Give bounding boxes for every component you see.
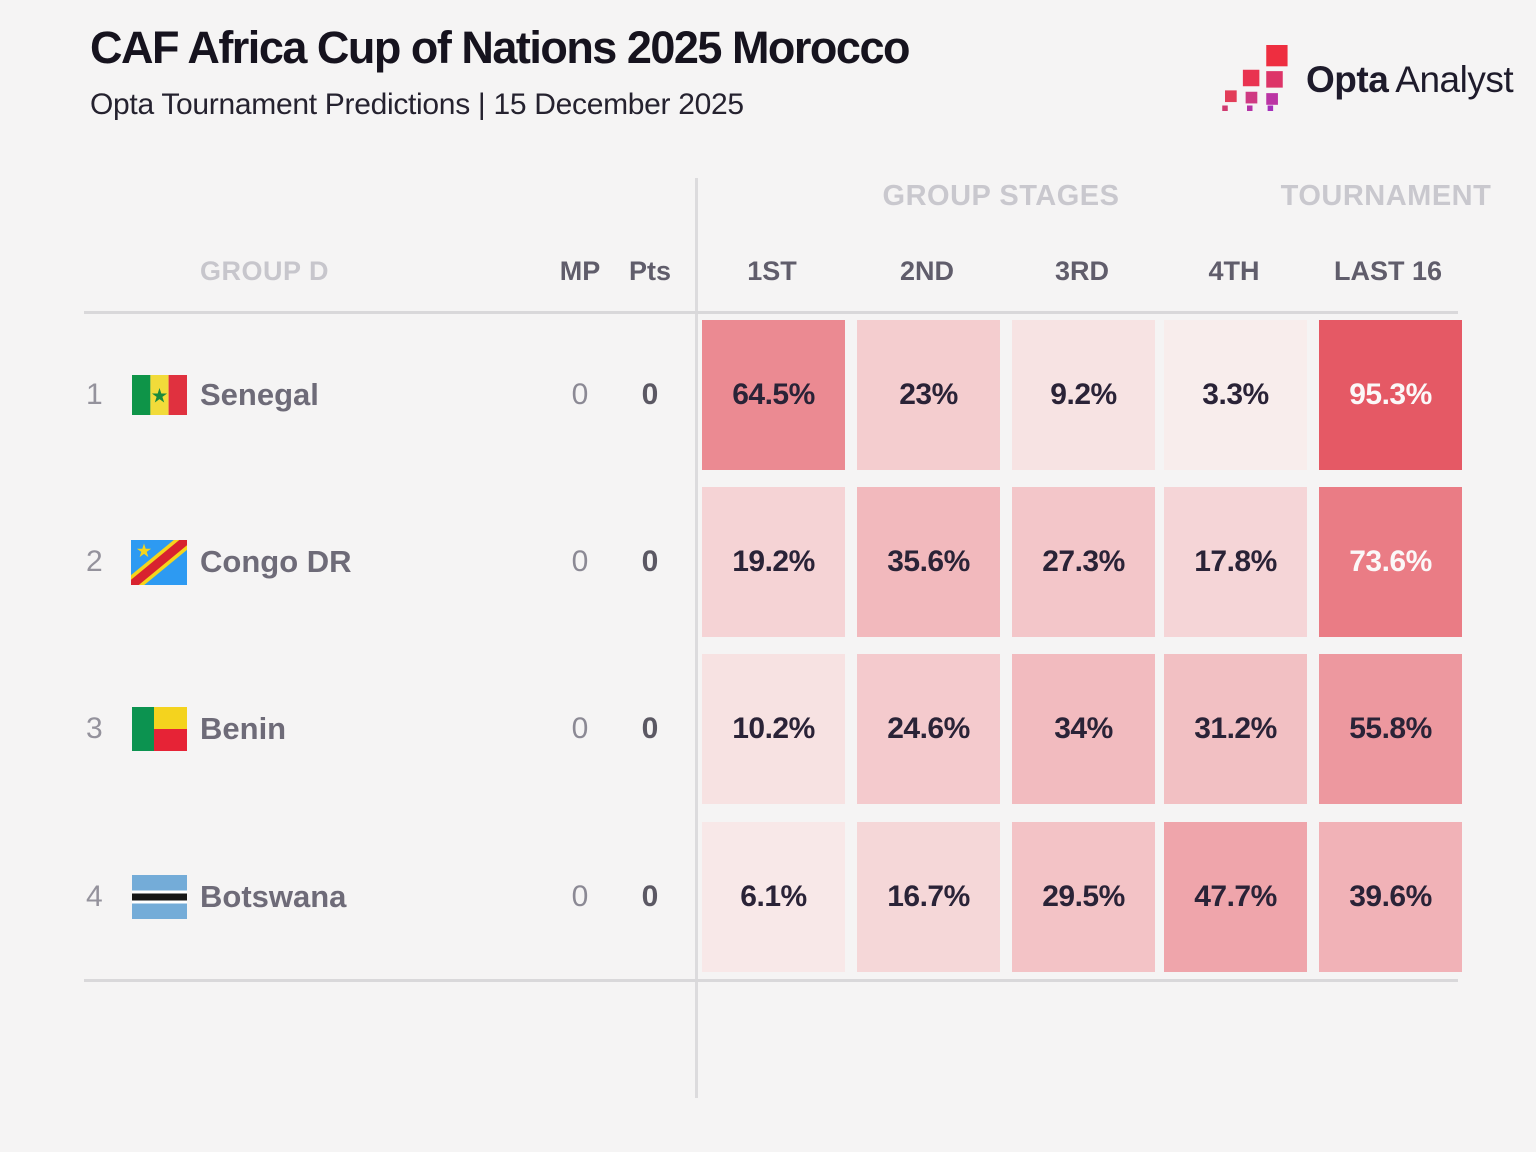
heat-cell-value: 24.6% — [887, 712, 970, 745]
heat-cell-value: 73.6% — [1349, 545, 1432, 578]
heat-cell-value: 10.2% — [732, 712, 815, 745]
heat-cell-value: 95.3% — [1349, 378, 1432, 411]
heat-cell: 34% — [1012, 654, 1155, 804]
heat-cell: 55.8% — [1319, 654, 1462, 804]
congo-dr-flag — [130, 487, 188, 637]
mp-value: 0 — [571, 545, 589, 578]
heat-cell-value: 27.3% — [1042, 545, 1125, 578]
section-header-tournament: TOURNAMENT — [1280, 179, 1492, 212]
column-header-group: GROUP D — [200, 255, 330, 286]
team-name: Senegal — [200, 377, 319, 412]
row-position: 2 — [86, 545, 103, 578]
column-header-4th: 4TH — [1208, 255, 1260, 286]
row-position: 1 — [86, 378, 103, 411]
heat-cell-value: 34% — [1054, 712, 1113, 745]
page-subtitle: Opta Tournament Predictions | 15 Decembe… — [90, 88, 744, 121]
mp-value: 0 — [571, 712, 589, 745]
heat-cell: 64.5% — [702, 320, 845, 470]
heat-cell: 19.2% — [702, 487, 845, 637]
heat-cell-value: 64.5% — [732, 378, 815, 411]
opta-analyst-logo: Opta Analyst — [1222, 44, 1514, 112]
mp-value: 0 — [571, 378, 589, 411]
heat-cell-value: 39.6% — [1349, 880, 1432, 913]
mp-value: 0 — [571, 880, 589, 913]
heat-cell-value: 19.2% — [732, 545, 815, 578]
pts-value: 0 — [641, 880, 659, 913]
heat-cell-value: 47.7% — [1194, 880, 1277, 913]
page-title: CAF Africa Cup of Nations 2025 Morocco — [90, 22, 910, 73]
heat-cell: 9.2% — [1012, 320, 1155, 470]
heat-cell: 31.2% — [1164, 654, 1307, 804]
section-header-group-stages: GROUP STAGES — [882, 179, 1120, 212]
benin-flag — [130, 654, 188, 804]
heat-cell: 24.6% — [857, 654, 1000, 804]
column-header-2nd: 2ND — [899, 255, 954, 286]
botswana-flag — [130, 822, 188, 972]
opta-logo-icon — [1222, 44, 1294, 116]
table-top-rule — [84, 311, 1458, 314]
heat-cell: 35.6% — [857, 487, 1000, 637]
row-position: 4 — [86, 880, 103, 913]
heat-cell: 29.5% — [1012, 822, 1155, 972]
heat-cell: 10.2% — [702, 654, 845, 804]
table-bottom-rule — [84, 979, 1458, 982]
heat-cell-value: 23% — [899, 378, 958, 411]
team-name: Congo DR — [200, 544, 352, 579]
heat-cell-value: 55.8% — [1349, 712, 1432, 745]
heat-cell-value: 35.6% — [887, 545, 970, 578]
heat-cell: 27.3% — [1012, 487, 1155, 637]
column-header-pts: Pts — [628, 255, 672, 286]
heat-cell-value: 29.5% — [1042, 880, 1125, 913]
column-header-last16: LAST 16 — [1333, 255, 1443, 286]
table-row: 4 Botswana 0 0 6.1% 16.7% 29.5% 47.7% 39… — [84, 822, 1462, 972]
pts-value: 0 — [641, 545, 659, 578]
team-name: Botswana — [200, 879, 347, 914]
row-position: 3 — [86, 712, 103, 745]
column-header-3rd: 3RD — [1054, 255, 1109, 286]
team-name: Benin — [200, 711, 287, 746]
pts-value: 0 — [641, 712, 659, 745]
heat-cell: 23% — [857, 320, 1000, 470]
heat-cell-value: 16.7% — [887, 880, 970, 913]
heat-cell: 3.3% — [1164, 320, 1307, 470]
column-header-1st: 1ST — [747, 255, 797, 286]
heat-cell-value: 3.3% — [1202, 378, 1269, 411]
table-row: 3 Benin 0 0 10.2% 24.6% 34% 31.2% 55.8% — [84, 654, 1462, 804]
heat-cell: 16.7% — [857, 822, 1000, 972]
heat-cell: 17.8% — [1164, 487, 1307, 637]
senegal-flag — [130, 320, 188, 470]
opta-logo-wordmark: Opta Analyst — [1306, 59, 1514, 100]
heat-cell: 95.3% — [1319, 320, 1462, 470]
heat-cell-value: 31.2% — [1194, 712, 1277, 745]
heat-cell-value: 6.1% — [740, 880, 807, 913]
column-header-mp: MP — [559, 255, 601, 286]
table-row: 1 Senegal 0 0 64.5% 23% 9.2% 3.3% 95.3% — [84, 320, 1462, 470]
heat-cell: 6.1% — [702, 822, 845, 972]
heat-cell-value: 17.8% — [1194, 545, 1277, 578]
heat-cell-value: 9.2% — [1050, 378, 1117, 411]
heat-cell: 39.6% — [1319, 822, 1462, 972]
table-row: 2 Congo DR 0 0 19.2% 35.6% 27.3% 17.8% 7… — [84, 487, 1462, 637]
heat-cell: 47.7% — [1164, 822, 1307, 972]
heat-cell: 73.6% — [1319, 487, 1462, 637]
pts-value: 0 — [641, 378, 659, 411]
vertical-divider — [695, 178, 698, 1098]
